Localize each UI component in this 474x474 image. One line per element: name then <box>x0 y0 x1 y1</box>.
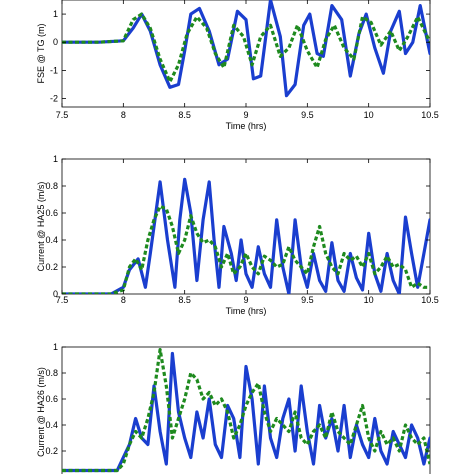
y-tick-label: -1 <box>50 65 58 75</box>
x-tick-label: 8 <box>121 295 126 305</box>
chart-panel-2: 0 0.2 0.4 0.6 0.8 1 7.5 8 8.5 9 9.5 10 10.5 Time (hrs… <box>36 154 439 316</box>
x-tick-label: 9 <box>243 295 248 305</box>
plot-frame <box>61 346 431 474</box>
x-axis-label: Time (hrs) <box>226 121 267 131</box>
x-tick-label: 10.5 <box>421 295 439 305</box>
y-tick-label: 0.8 <box>45 181 58 191</box>
x-tick-label: 9.5 <box>301 295 314 305</box>
series-dashed-green-line <box>62 204 430 294</box>
x-tick-label: 9.5 <box>301 110 314 120</box>
y-axis-label: FSE @ TG (m) <box>36 24 46 84</box>
x-tick-label: 7.5 <box>56 295 69 305</box>
chart-panel-3: 0.2 0.4 0.6 0.8 1 Current @ HA26 (m/s) <box>36 342 431 474</box>
x-tick-label: 8.5 <box>178 295 191 305</box>
x-tick-label: 10.5 <box>421 110 439 120</box>
x-tick-label: 7.5 <box>56 110 69 120</box>
y-tick-label: 0.2 <box>45 446 58 456</box>
y-tick-label: 0 <box>53 289 58 299</box>
chart-panel-1: -2 -1 0 1 7.5 8 8.5 9 9.5 10 10.5 Time (hrs) FSE @ T… <box>36 0 439 131</box>
y-tick-label: 1 <box>53 342 58 352</box>
plot-frame <box>61 0 431 108</box>
series-solid-blue-line <box>62 177 430 294</box>
x-tick-label: 8.5 <box>178 110 191 120</box>
series-dashed-green-line <box>62 12 430 84</box>
x-axis-label: Time (hrs) <box>226 306 267 316</box>
y-tick-label: 0.2 <box>45 262 58 272</box>
y-tick-label: 1 <box>53 9 58 19</box>
x-tick-label: 9 <box>243 110 248 120</box>
y-axis-label: Current @ HA25 (m/s) <box>36 182 46 272</box>
x-tick-label: 8 <box>121 110 126 120</box>
y-tick-label: 0.4 <box>45 235 58 245</box>
y-tick-label: 0 <box>53 37 58 47</box>
series-dashed-green-line <box>62 348 430 473</box>
y-tick-label: -2 <box>50 94 58 104</box>
y-tick-label: 0.8 <box>45 368 58 378</box>
series-solid-blue-line <box>62 351 430 473</box>
y-axis-label: Current @ HA26 (m/s) <box>36 367 46 457</box>
y-tick-label: 0.6 <box>45 208 58 218</box>
series-solid-blue-line <box>62 0 430 98</box>
y-tick-label: 0.4 <box>45 420 58 430</box>
y-tick-label: 0.6 <box>45 394 58 404</box>
x-tick-label: 10 <box>364 110 374 120</box>
x-tick-label: 10 <box>364 295 374 305</box>
y-tick-label: 1 <box>53 154 58 164</box>
